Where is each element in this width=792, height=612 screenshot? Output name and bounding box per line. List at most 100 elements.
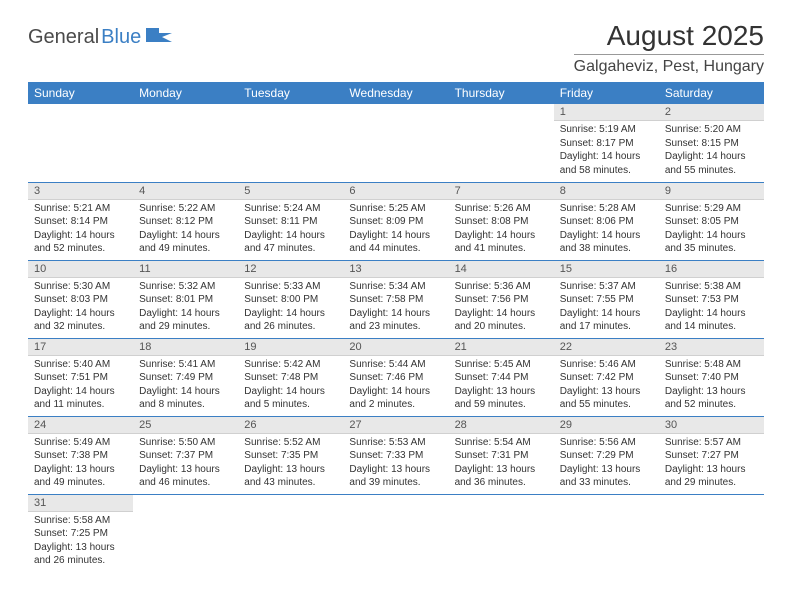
day-number: 26 xyxy=(238,417,343,434)
daylight-line: Daylight: 14 hours and 44 minutes. xyxy=(349,229,442,256)
sunrise-line: Sunrise: 5:32 AM xyxy=(139,280,232,294)
day-number: 18 xyxy=(133,339,238,356)
calendar-day: 29Sunrise: 5:56 AMSunset: 7:29 PMDayligh… xyxy=(554,416,659,494)
day-number: 30 xyxy=(659,417,764,434)
weekday-header: Sunday xyxy=(28,82,133,104)
day-number: 28 xyxy=(449,417,554,434)
sunset-line: Sunset: 8:08 PM xyxy=(455,215,548,229)
daylight-line: Daylight: 14 hours and 2 minutes. xyxy=(349,385,442,412)
day-number: 27 xyxy=(343,417,448,434)
daylight-line: Daylight: 14 hours and 55 minutes. xyxy=(665,150,758,177)
sunrise-line: Sunrise: 5:58 AM xyxy=(34,514,127,528)
weekday-header: Tuesday xyxy=(238,82,343,104)
sunrise-line: Sunrise: 5:56 AM xyxy=(560,436,653,450)
calendar-day: 14Sunrise: 5:36 AMSunset: 7:56 PMDayligh… xyxy=(449,260,554,338)
calendar-empty xyxy=(343,104,448,182)
calendar-day: 11 Sunrise: 5:32 AMSunset: 8:01 PMDayligh… xyxy=(133,260,238,338)
daylight-line: Daylight: 14 hours and 35 minutes. xyxy=(665,229,758,256)
daylight-line: Daylight: 14 hours and 29 minutes. xyxy=(139,307,232,334)
day-info: Sunrise: 5:50 AMSunset: 7:37 PMDaylight:… xyxy=(133,434,238,494)
logo-text-blue: Blue xyxy=(101,26,141,49)
day-number: 1 xyxy=(554,104,659,121)
sunset-line: Sunset: 8:11 PM xyxy=(244,215,337,229)
day-number: 21 xyxy=(449,339,554,356)
sunrise-line: Sunrise: 5:34 AM xyxy=(349,280,442,294)
calendar-table: SundayMondayTuesdayWednesdayThursdayFrid… xyxy=(28,82,764,572)
day-info: Sunrise: 5:42 AMSunset: 7:48 PMDaylight:… xyxy=(238,356,343,416)
sunrise-line: Sunrise: 5:20 AM xyxy=(665,123,758,137)
day-number: 2 xyxy=(659,104,764,121)
sunrise-line: Sunrise: 5:36 AM xyxy=(455,280,548,294)
daylight-line: Daylight: 14 hours and 20 minutes. xyxy=(455,307,548,334)
sunset-line: Sunset: 7:37 PM xyxy=(139,449,232,463)
sunrise-line: Sunrise: 5:24 AM xyxy=(244,202,337,216)
sunset-line: Sunset: 7:27 PM xyxy=(665,449,758,463)
sunrise-line: Sunrise: 5:48 AM xyxy=(665,358,758,372)
sunrise-line: Sunrise: 5:54 AM xyxy=(455,436,548,450)
day-number: 5 xyxy=(238,183,343,200)
calendar-empty xyxy=(133,494,238,572)
calendar-week: 3Sunrise: 5:21 AMSunset: 8:14 PMDaylight… xyxy=(28,182,764,260)
sunrise-line: Sunrise: 5:19 AM xyxy=(560,123,653,137)
day-number: 14 xyxy=(449,261,554,278)
day-info: Sunrise: 5:29 AMSunset: 8:05 PMDaylight:… xyxy=(659,200,764,260)
day-info: Sunrise: 5:48 AMSunset: 7:40 PMDaylight:… xyxy=(659,356,764,416)
calendar-empty xyxy=(28,104,133,182)
calendar-day: 1Sunrise: 5:19 AMSunset: 8:17 PMDaylight… xyxy=(554,104,659,182)
calendar-body: 1Sunrise: 5:19 AMSunset: 8:17 PMDaylight… xyxy=(28,104,764,572)
day-number: 6 xyxy=(343,183,448,200)
calendar-day: 6Sunrise: 5:25 AMSunset: 8:09 PMDaylight… xyxy=(343,182,448,260)
day-info: Sunrise: 5:28 AMSunset: 8:06 PMDaylight:… xyxy=(554,200,659,260)
daylight-line: Daylight: 13 hours and 26 minutes. xyxy=(34,541,127,568)
daylight-line: Daylight: 14 hours and 41 minutes. xyxy=(455,229,548,256)
daylight-line: Daylight: 13 hours and 33 minutes. xyxy=(560,463,653,490)
day-number: 31 xyxy=(28,495,133,512)
sunrise-line: Sunrise: 5:22 AM xyxy=(139,202,232,216)
calendar-day: 18Sunrise: 5:41 AMSunset: 7:49 PMDayligh… xyxy=(133,338,238,416)
day-number: 3 xyxy=(28,183,133,200)
day-info: Sunrise: 5:46 AMSunset: 7:42 PMDaylight:… xyxy=(554,356,659,416)
sunset-line: Sunset: 7:56 PM xyxy=(455,293,548,307)
day-info: Sunrise: 5:38 AMSunset: 7:53 PMDaylight:… xyxy=(659,278,764,338)
weekday-header: Monday xyxy=(133,82,238,104)
calendar-week: 24Sunrise: 5:49 AMSunset: 7:38 PMDayligh… xyxy=(28,416,764,494)
daylight-line: Daylight: 14 hours and 11 minutes. xyxy=(34,385,127,412)
day-info: Sunrise: 5:25 AMSunset: 8:09 PMDaylight:… xyxy=(343,200,448,260)
sunrise-line: Sunrise: 5:25 AM xyxy=(349,202,442,216)
sunset-line: Sunset: 8:00 PM xyxy=(244,293,337,307)
sunset-line: Sunset: 7:38 PM xyxy=(34,449,127,463)
sunrise-line: Sunrise: 5:21 AM xyxy=(34,202,127,216)
weekday-row: SundayMondayTuesdayWednesdayThursdayFrid… xyxy=(28,82,764,104)
calendar-day: 20Sunrise: 5:44 AMSunset: 7:46 PMDayligh… xyxy=(343,338,448,416)
logo-text-general: General xyxy=(28,26,99,49)
calendar-empty xyxy=(659,494,764,572)
sunrise-line: Sunrise: 5:42 AM xyxy=(244,358,337,372)
sunrise-line: Sunrise: 5:46 AM xyxy=(560,358,653,372)
calendar-day: 15Sunrise: 5:37 AMSunset: 7:55 PMDayligh… xyxy=(554,260,659,338)
calendar-day: 5 Sunrise: 5:24 AMSunset: 8:11 PMDaylight… xyxy=(238,182,343,260)
sunset-line: Sunset: 7:49 PM xyxy=(139,371,232,385)
sunrise-line: Sunrise: 5:29 AM xyxy=(665,202,758,216)
sunset-line: Sunset: 7:42 PM xyxy=(560,371,653,385)
day-info: Sunrise: 5:36 AMSunset: 7:56 PMDaylight:… xyxy=(449,278,554,338)
day-info: Sunrise: 5:41 AMSunset: 7:49 PMDaylight:… xyxy=(133,356,238,416)
day-number: 11 xyxy=(133,261,238,278)
calendar-empty xyxy=(343,494,448,572)
sunrise-line: Sunrise: 5:44 AM xyxy=(349,358,442,372)
daylight-line: Daylight: 14 hours and 38 minutes. xyxy=(560,229,653,256)
calendar-empty xyxy=(449,104,554,182)
day-number: 25 xyxy=(133,417,238,434)
sunrise-line: Sunrise: 5:53 AM xyxy=(349,436,442,450)
calendar-day: 26Sunrise: 5:52 AMSunset: 7:35 PMDayligh… xyxy=(238,416,343,494)
sunset-line: Sunset: 7:44 PM xyxy=(455,371,548,385)
daylight-line: Daylight: 13 hours and 49 minutes. xyxy=(34,463,127,490)
daylight-line: Daylight: 14 hours and 8 minutes. xyxy=(139,385,232,412)
sunset-line: Sunset: 8:01 PM xyxy=(139,293,232,307)
flag-icon xyxy=(145,26,173,44)
day-info: Sunrise: 5:19 AMSunset: 8:17 PMDaylight:… xyxy=(554,121,659,181)
day-number: 23 xyxy=(659,339,764,356)
calendar-day: 23Sunrise: 5:48 AMSunset: 7:40 PMDayligh… xyxy=(659,338,764,416)
calendar-empty xyxy=(449,494,554,572)
daylight-line: Daylight: 14 hours and 47 minutes. xyxy=(244,229,337,256)
daylight-line: Daylight: 13 hours and 59 minutes. xyxy=(455,385,548,412)
